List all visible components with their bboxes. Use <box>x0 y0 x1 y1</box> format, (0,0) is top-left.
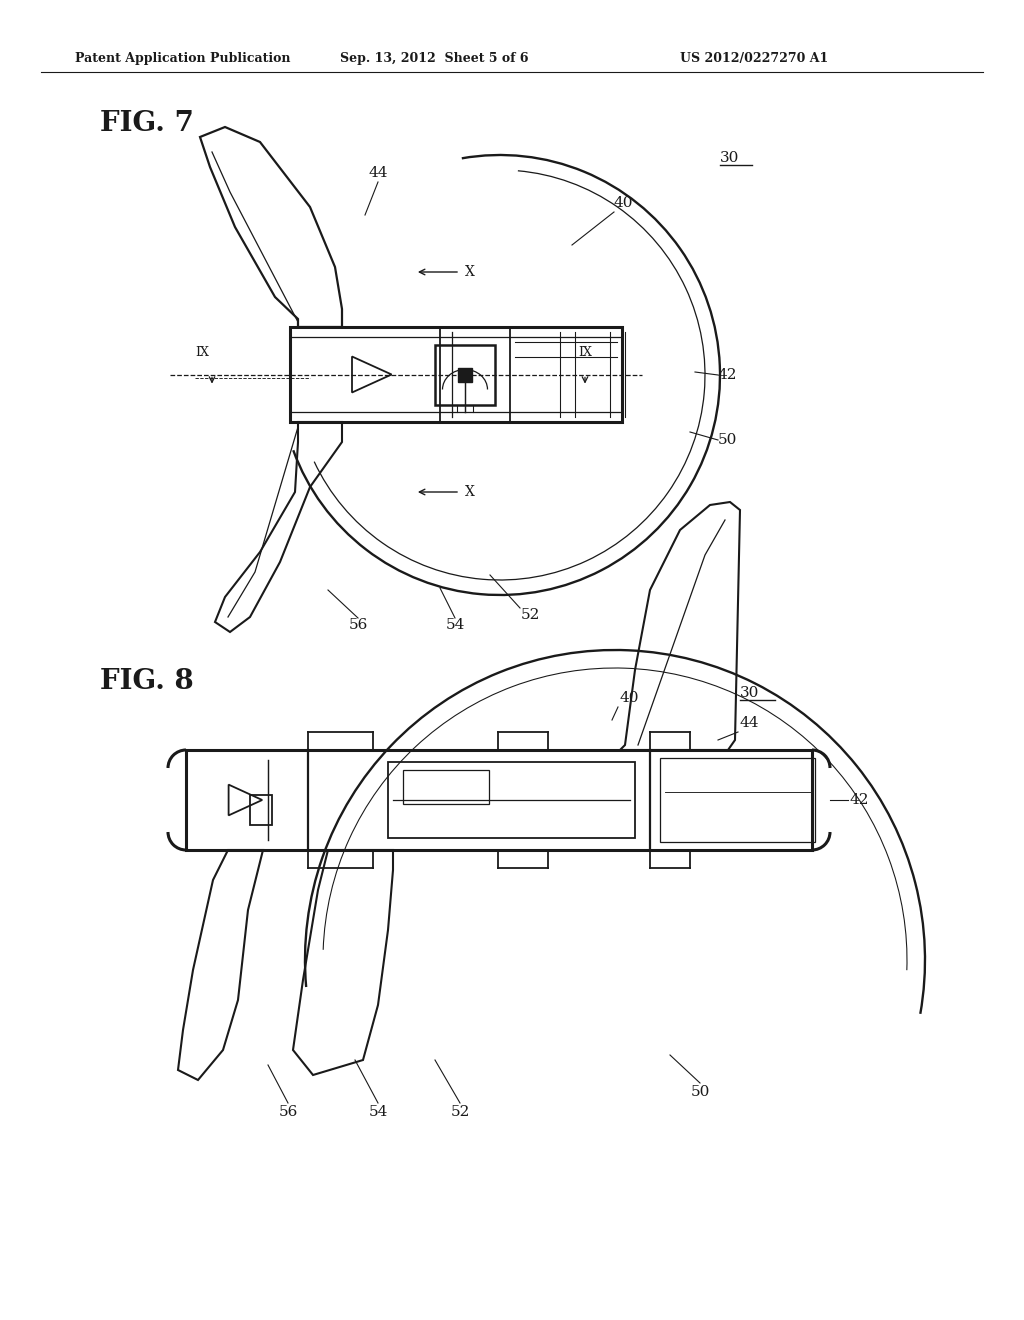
Text: 42: 42 <box>850 793 869 807</box>
Text: 52: 52 <box>520 609 540 622</box>
Text: 44: 44 <box>369 166 388 180</box>
Text: 40: 40 <box>620 690 640 705</box>
Text: 54: 54 <box>445 618 465 632</box>
Text: FIG. 8: FIG. 8 <box>100 668 194 696</box>
Polygon shape <box>458 367 472 381</box>
Text: X: X <box>465 484 475 499</box>
Text: 52: 52 <box>451 1105 470 1119</box>
Text: 54: 54 <box>369 1105 388 1119</box>
Text: FIG. 7: FIG. 7 <box>100 110 194 137</box>
Text: 30: 30 <box>720 150 739 165</box>
Text: IX: IX <box>578 346 592 359</box>
Text: X: X <box>465 265 475 279</box>
Text: US 2012/0227270 A1: US 2012/0227270 A1 <box>680 51 828 65</box>
Text: Patent Application Publication: Patent Application Publication <box>75 51 291 65</box>
Text: 40: 40 <box>614 195 634 210</box>
Text: 42: 42 <box>718 368 737 381</box>
Text: Sep. 13, 2012  Sheet 5 of 6: Sep. 13, 2012 Sheet 5 of 6 <box>340 51 528 65</box>
Text: 50: 50 <box>718 433 737 447</box>
Text: 50: 50 <box>690 1085 710 1100</box>
Text: 30: 30 <box>740 686 760 700</box>
Text: IX: IX <box>195 346 209 359</box>
Text: 56: 56 <box>348 618 368 632</box>
Text: 44: 44 <box>740 715 760 730</box>
Text: 56: 56 <box>279 1105 298 1119</box>
